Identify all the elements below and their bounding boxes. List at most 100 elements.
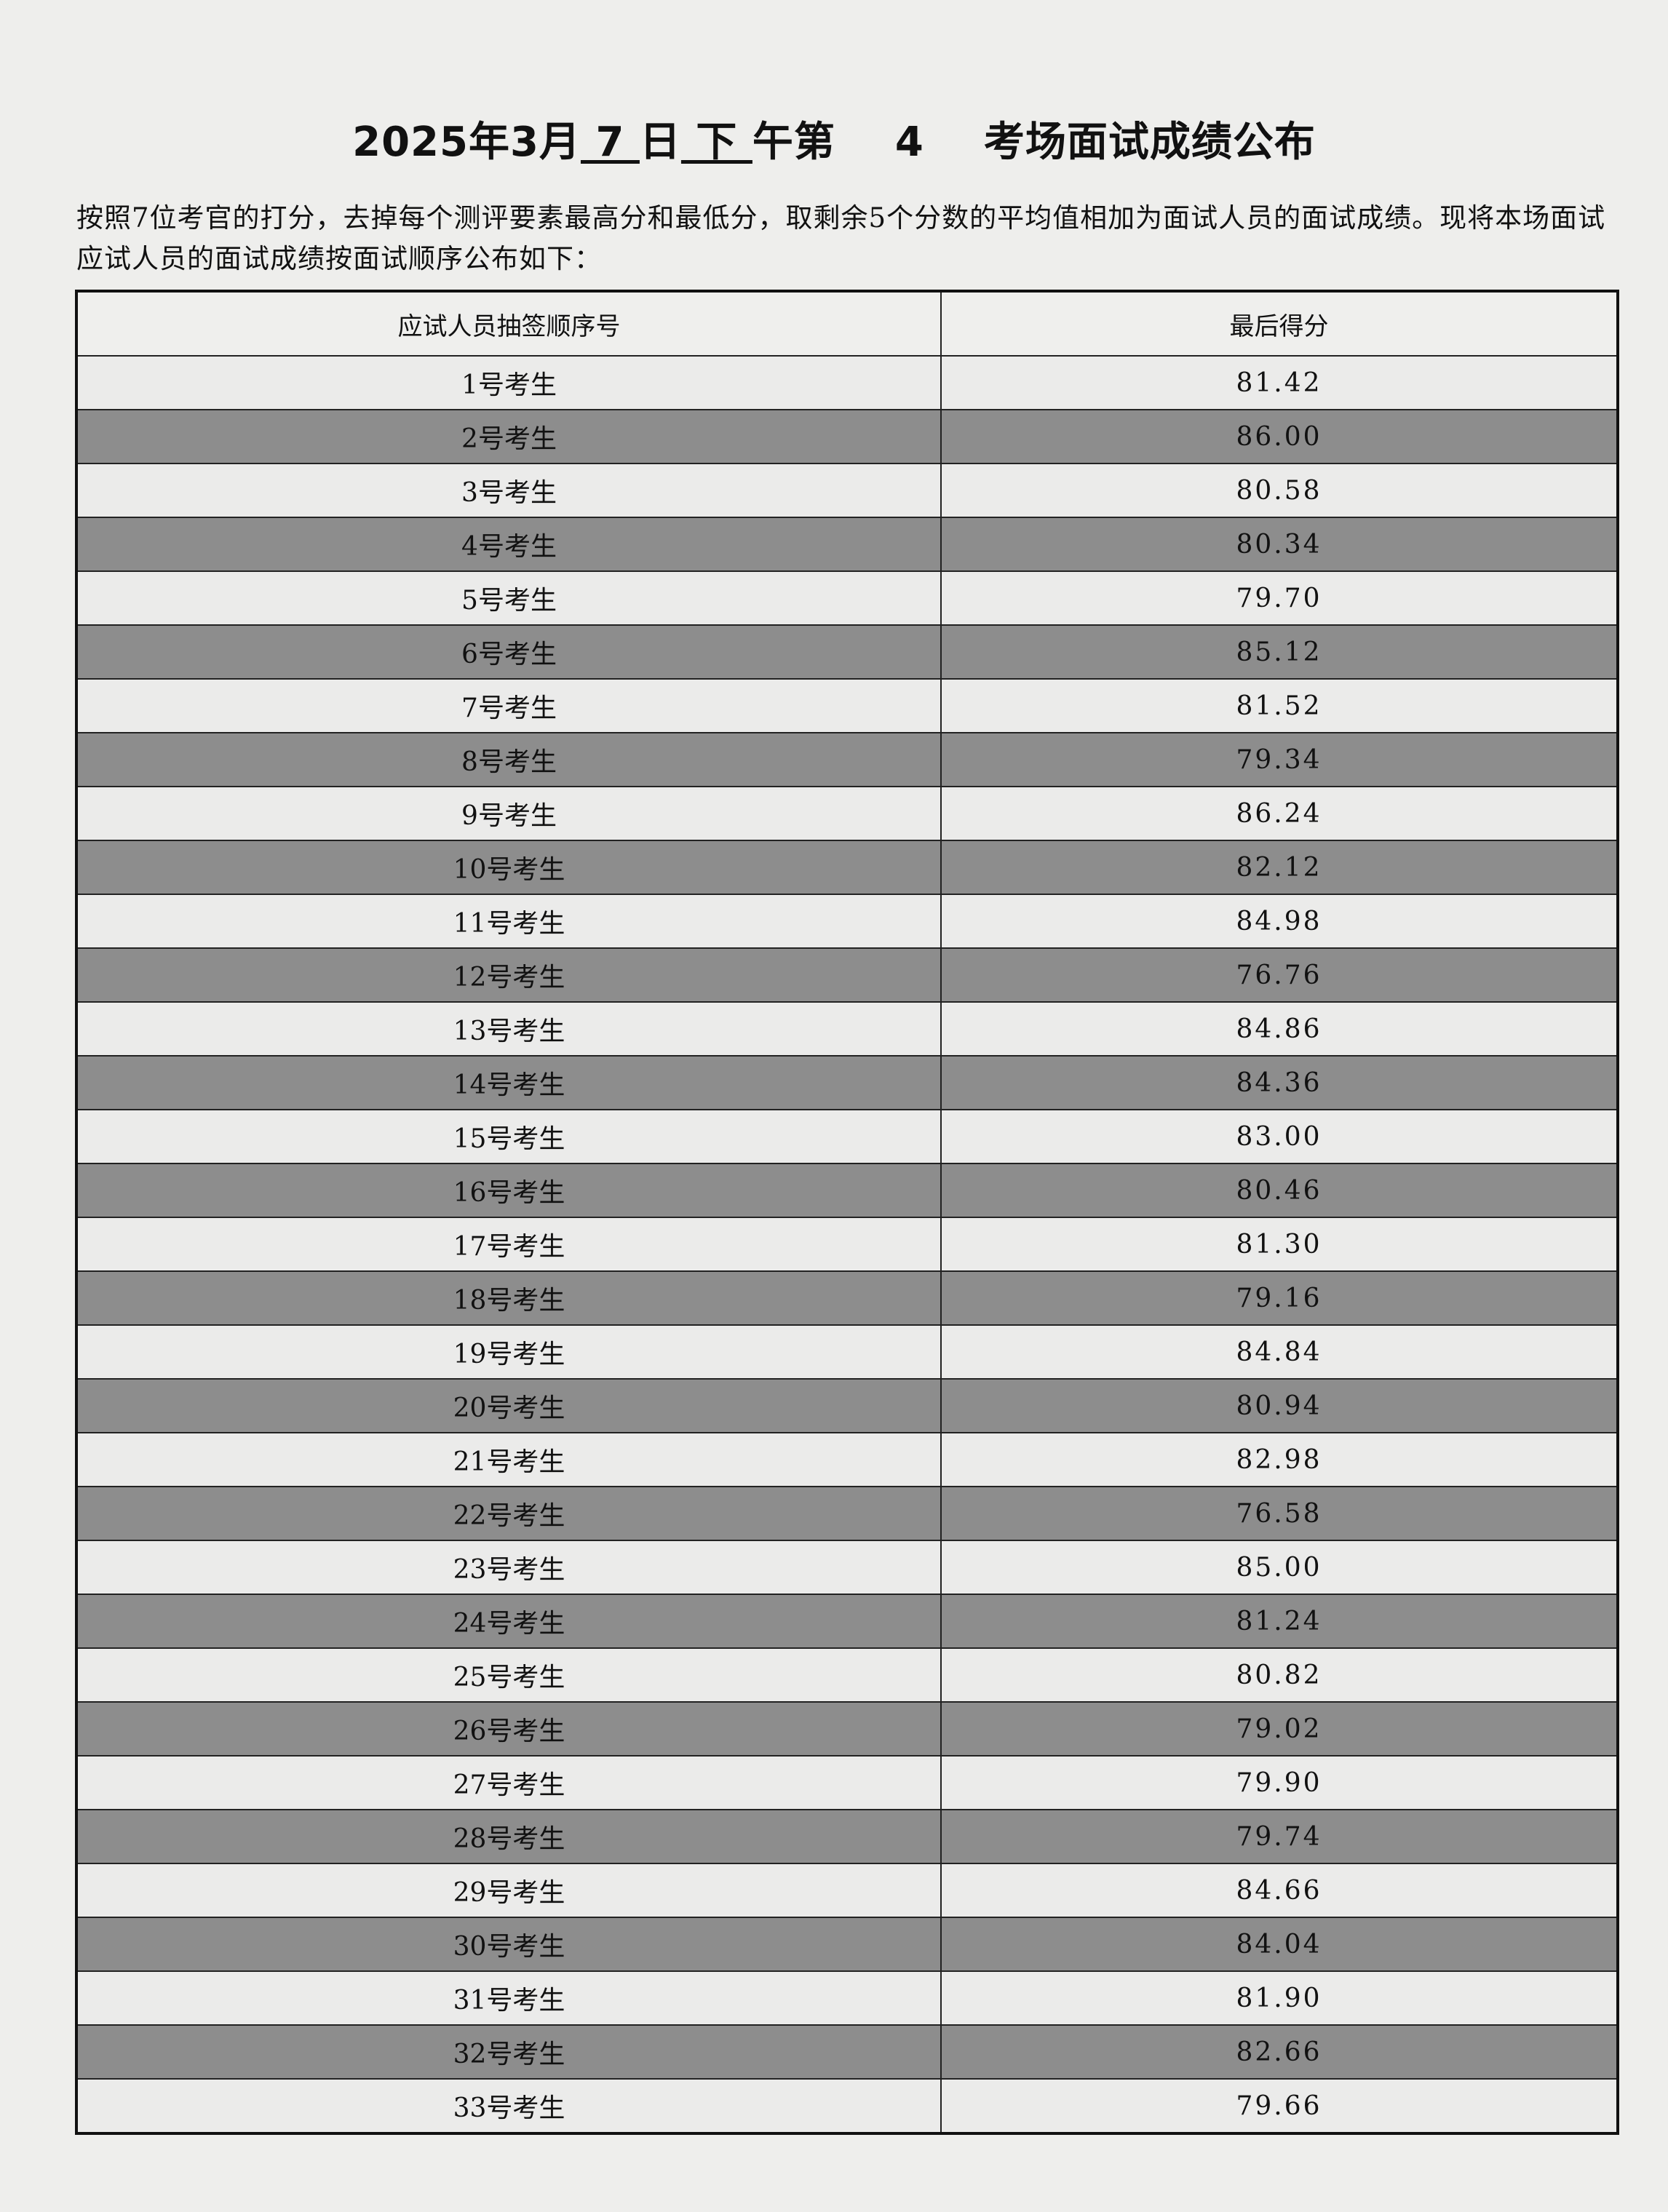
table-row: 33号考生 79.66 — [76, 2078, 1619, 2134]
candidate-number: 3号考生 — [76, 463, 942, 518]
final-score: 79.70 — [940, 570, 1619, 626]
table-row: 13号考生 84.86 — [76, 1001, 1619, 1057]
final-score: 84.86 — [940, 1001, 1619, 1057]
table-row: 6号考生 85.12 — [76, 624, 1619, 680]
final-score: 81.30 — [940, 1217, 1619, 1272]
final-score: 82.12 — [940, 840, 1619, 895]
candidate-number: 29号考生 — [76, 1863, 942, 1918]
final-score: 84.84 — [940, 1324, 1619, 1380]
final-score: 84.04 — [940, 1917, 1619, 1972]
candidate-number: 1号考生 — [76, 355, 942, 410]
final-score: 82.66 — [940, 2024, 1619, 2080]
page-title: 2025年3月 7 日 下 午第 4 考场面试成绩公布 — [0, 109, 1668, 168]
table-header-row: 应试人员抽签顺序号 最后得分 — [76, 290, 1619, 357]
final-score: 81.24 — [940, 1594, 1619, 1649]
table-row: 32号考生 82.66 — [76, 2024, 1619, 2080]
table-row: 18号考生 79.16 — [76, 1270, 1619, 1326]
candidate-number: 26号考生 — [76, 1701, 942, 1757]
table-row: 19号考生 84.84 — [76, 1324, 1619, 1380]
candidate-number: 8号考生 — [76, 732, 942, 787]
table-row: 21号考生 82.98 — [76, 1432, 1619, 1487]
final-score: 86.24 — [940, 786, 1619, 841]
final-score: 81.42 — [940, 355, 1619, 410]
table-row: 30号考生 84.04 — [76, 1917, 1619, 1972]
final-score: 84.98 — [940, 894, 1619, 949]
title-text: 日 — [639, 119, 681, 166]
table-row: 5号考生 79.70 — [76, 570, 1619, 626]
final-score: 81.52 — [940, 678, 1619, 733]
title-period: 下 — [680, 119, 752, 166]
candidate-number: 32号考生 — [76, 2024, 942, 2080]
title-text: 考场面试成绩公布 — [924, 119, 1316, 166]
candidate-number: 31号考生 — [76, 1970, 942, 2026]
candidate-number: 24号考生 — [76, 1594, 942, 1649]
title-text: 午第 — [752, 119, 895, 166]
candidate-number: 33号考生 — [76, 2078, 942, 2134]
table-row: 16号考生 80.46 — [76, 1163, 1619, 1218]
final-score: 79.74 — [940, 1809, 1619, 1864]
final-score: 80.34 — [940, 517, 1619, 572]
candidate-number: 25号考生 — [76, 1647, 942, 1703]
table-row: 23号考生 85.00 — [76, 1540, 1619, 1595]
final-score: 84.36 — [940, 1055, 1619, 1110]
final-score: 80.82 — [940, 1647, 1619, 1703]
table-row: 20号考生 80.94 — [76, 1378, 1619, 1433]
header-final-score: 最后得分 — [940, 290, 1619, 357]
final-score: 80.46 — [940, 1163, 1619, 1218]
candidate-number: 13号考生 — [76, 1001, 942, 1057]
table-row: 2号考生 86.00 — [76, 409, 1619, 464]
table-row: 10号考生 82.12 — [76, 840, 1619, 895]
title-room: 4 — [894, 119, 924, 166]
header-candidate-number: 应试人员抽签顺序号 — [76, 290, 942, 357]
table-row: 17号考生 81.30 — [76, 1217, 1619, 1272]
candidate-number: 4号考生 — [76, 517, 942, 572]
candidate-number: 16号考生 — [76, 1163, 942, 1218]
table-row: 22号考生 76.58 — [76, 1486, 1619, 1541]
candidate-number: 14号考生 — [76, 1055, 942, 1110]
final-score: 79.90 — [940, 1755, 1619, 1810]
final-score: 86.00 — [940, 409, 1619, 464]
candidate-number: 5号考生 — [76, 570, 942, 626]
table-row: 11号考生 84.98 — [76, 894, 1619, 949]
table-row: 7号考生 81.52 — [76, 678, 1619, 733]
candidate-number: 6号考生 — [76, 624, 942, 680]
candidate-number: 7号考生 — [76, 678, 942, 733]
final-score: 79.16 — [940, 1270, 1619, 1326]
candidate-number: 28号考生 — [76, 1809, 942, 1864]
final-score: 83.00 — [940, 1109, 1619, 1164]
table-row: 28号考生 79.74 — [76, 1809, 1619, 1864]
table-row: 29号考生 84.66 — [76, 1863, 1619, 1918]
table-row: 24号考生 81.24 — [76, 1594, 1619, 1649]
final-score: 85.12 — [940, 624, 1619, 680]
table-row: 3号考生 80.58 — [76, 463, 1619, 518]
candidate-number: 9号考生 — [76, 786, 942, 841]
candidate-number: 23号考生 — [76, 1540, 942, 1595]
candidate-number: 20号考生 — [76, 1378, 942, 1433]
candidate-number: 12号考生 — [76, 947, 942, 1003]
title-date-prefix: 2025年3月 — [352, 119, 581, 166]
score-table: 应试人员抽签顺序号 最后得分 1号考生 81.42 2号考生 86.00 3号考生 80.… — [75, 290, 1619, 2135]
final-score: 80.94 — [940, 1378, 1619, 1433]
candidate-number: 27号考生 — [76, 1755, 942, 1810]
candidate-number: 30号考生 — [76, 1917, 942, 1972]
final-score: 85.00 — [940, 1540, 1619, 1595]
table-body: 1号考生 81.42 2号考生 86.00 3号考生 80.58 4号考生 80.34 5号考生… — [76, 355, 1619, 2134]
final-score: 82.98 — [940, 1432, 1619, 1487]
final-score: 79.02 — [940, 1701, 1619, 1757]
table-row: 25号考生 80.82 — [76, 1647, 1619, 1703]
final-score: 76.76 — [940, 947, 1619, 1003]
candidate-number: 2号考生 — [76, 409, 942, 464]
final-score: 80.58 — [940, 463, 1619, 518]
final-score: 84.66 — [940, 1863, 1619, 1918]
candidate-number: 15号考生 — [76, 1109, 942, 1164]
final-score: 81.90 — [940, 1970, 1619, 2026]
table-row: 4号考生 80.34 — [76, 517, 1619, 572]
candidate-number: 11号考生 — [76, 894, 942, 949]
final-score: 79.66 — [940, 2078, 1619, 2134]
table-row: 1号考生 81.42 — [76, 355, 1619, 410]
final-score: 76.58 — [940, 1486, 1619, 1541]
table-row: 8号考生 79.34 — [76, 732, 1619, 787]
title-day: 7 — [580, 119, 640, 166]
table-row: 9号考生 86.24 — [76, 786, 1619, 841]
candidate-number: 21号考生 — [76, 1432, 942, 1487]
